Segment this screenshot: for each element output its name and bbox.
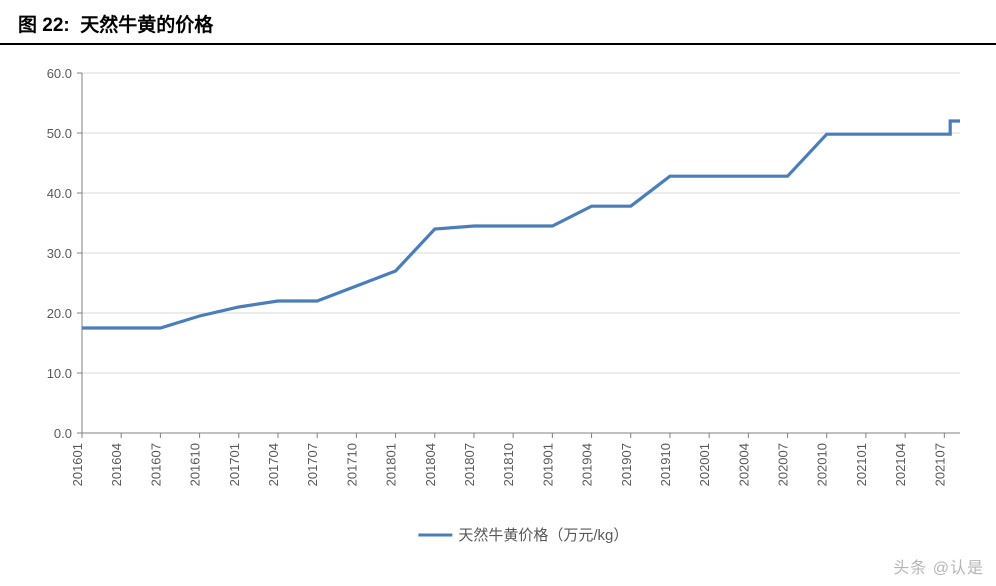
- chart-area: 0.0 10.0 20.0 30.0 40.0 50.0 60.0 201601 201604 2…: [18, 53, 978, 553]
- svg-text:201810: 201810: [501, 443, 516, 486]
- svg-text:40.0: 40.0: [47, 186, 72, 201]
- svg-text:201804: 201804: [423, 443, 438, 486]
- svg-text:202007: 202007: [776, 443, 791, 486]
- svg-text:201901: 201901: [540, 443, 555, 486]
- svg-text:202004: 202004: [736, 443, 751, 486]
- svg-text:201607: 201607: [148, 443, 163, 486]
- svg-text:201701: 201701: [227, 443, 242, 486]
- svg-text:50.0: 50.0: [47, 126, 72, 141]
- figure-title: 天然牛黄的价格: [80, 15, 213, 36]
- svg-text:202010: 202010: [815, 443, 830, 486]
- svg-text:201907: 201907: [619, 443, 634, 486]
- figure-number: 图 22:: [18, 15, 70, 36]
- svg-text:202104: 202104: [893, 443, 908, 486]
- svg-text:201710: 201710: [344, 443, 359, 486]
- svg-text:10.0: 10.0: [47, 366, 72, 381]
- svg-text:202101: 202101: [854, 443, 869, 486]
- svg-text:201910: 201910: [658, 443, 673, 486]
- svg-text:202107: 202107: [932, 443, 947, 486]
- figure-title-bar: 图 22: 天然牛黄的价格: [0, 0, 996, 45]
- legend-label: 天然牛黄价格（万元/kg）: [458, 527, 628, 544]
- svg-text:201604: 201604: [109, 443, 124, 486]
- svg-text:201904: 201904: [580, 443, 595, 486]
- svg-text:202001: 202001: [697, 443, 712, 486]
- svg-text:201610: 201610: [188, 443, 203, 486]
- watermark: 头条 @认是: [893, 554, 984, 578]
- svg-text:201807: 201807: [462, 443, 477, 486]
- line-chart: 0.0 10.0 20.0 30.0 40.0 50.0 60.0 201601 201604 2…: [18, 53, 978, 553]
- svg-text:60.0: 60.0: [47, 66, 72, 81]
- svg-text:201707: 201707: [305, 443, 320, 486]
- svg-text:201704: 201704: [266, 443, 281, 486]
- svg-text:0.0: 0.0: [54, 426, 72, 441]
- figure-container: 图 22: 天然牛黄的价格 0.0 10.0 20.0 30.0 40.0 50.0 60.…: [0, 0, 996, 586]
- svg-text:201801: 201801: [384, 443, 399, 486]
- svg-text:20.0: 20.0: [47, 306, 72, 321]
- svg-text:201601: 201601: [70, 443, 85, 486]
- svg-text:30.0: 30.0: [47, 246, 72, 261]
